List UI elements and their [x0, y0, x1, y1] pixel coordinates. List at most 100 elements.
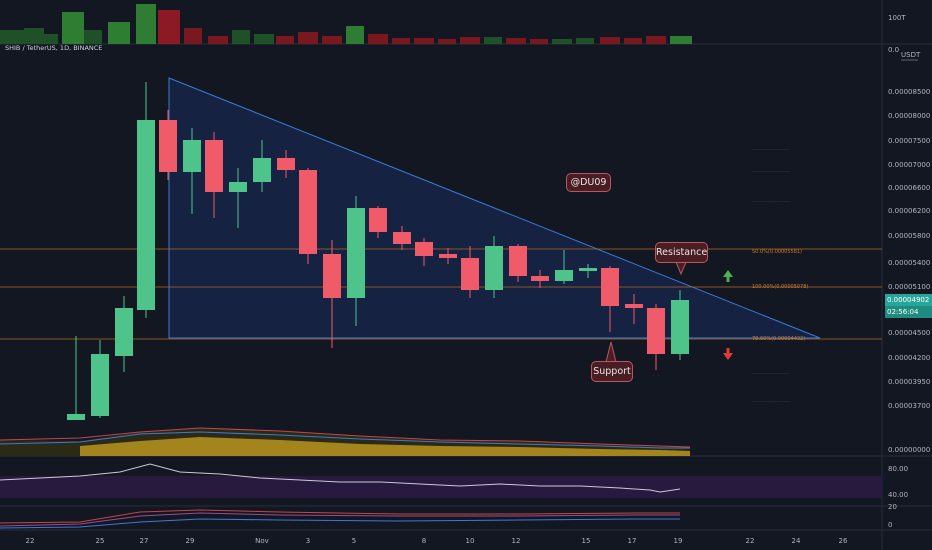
time-axis[interactable]: 22 25 27 29 Nov 3 5 8 10 12 15 17 19 22 24 26	[26, 537, 848, 545]
candle	[579, 268, 597, 271]
descending-triangle[interactable]	[168, 77, 821, 339]
time-tick: 5	[352, 537, 356, 545]
arrow-up-icon	[723, 270, 733, 282]
price-axis[interactable]: 0.00008500 0.00008000 0.00007500 0.00007000…	[888, 88, 930, 454]
price-axis-currency: USDT	[901, 51, 921, 59]
price-tick: 0.00005800	[888, 232, 930, 240]
time-tick: 15	[582, 537, 591, 545]
candle	[299, 170, 317, 254]
volume-bar	[484, 37, 502, 44]
volume-bar	[506, 38, 526, 44]
volume-bar	[322, 36, 342, 44]
time-tick: 19	[674, 537, 683, 545]
volume-bar	[108, 22, 130, 44]
candle	[531, 276, 549, 281]
volume-bar	[136, 4, 156, 44]
candle	[671, 300, 689, 354]
price-tick: 0.00003700	[888, 402, 930, 410]
watermark-callout[interactable]: @DU09	[566, 173, 611, 192]
time-tick: Nov	[255, 537, 269, 545]
time-tick: 8	[422, 537, 426, 545]
candle	[415, 242, 433, 256]
support-pointer	[605, 341, 617, 363]
volume-bar	[600, 37, 620, 44]
resistance-pointer	[675, 261, 687, 276]
time-tick: 22	[746, 537, 755, 545]
volume-scale-bottom: 0.0	[888, 46, 899, 54]
svg-text:........................: ........................	[752, 370, 791, 376]
volume-bar	[624, 38, 642, 44]
candle	[91, 354, 109, 416]
candle	[625, 304, 643, 308]
price-tick: 0.00005100	[888, 283, 930, 291]
fib-label-middle: 100.00%(0.00005078)	[752, 284, 808, 290]
svg-text:........................: ........................	[752, 146, 791, 152]
candle	[509, 246, 527, 276]
volume-bar	[346, 26, 364, 44]
time-tick: 24	[792, 537, 801, 545]
candle	[159, 120, 177, 172]
price-tick: 0.00004500	[888, 329, 930, 337]
time-tick: 27	[140, 537, 149, 545]
candle	[183, 140, 201, 172]
oscillator-lines	[0, 509, 680, 529]
volume-bar	[438, 39, 456, 44]
candle	[67, 414, 85, 420]
osc-tick: 20	[888, 503, 897, 511]
candle	[229, 182, 247, 192]
time-tick: 10	[466, 537, 475, 545]
volume-bar	[44, 34, 58, 44]
candle	[115, 308, 133, 356]
candle	[439, 254, 457, 258]
volume-bar	[530, 39, 548, 44]
volume-bar	[232, 30, 250, 44]
candlesticks	[67, 82, 689, 420]
volume-bar	[254, 34, 274, 44]
price-tick: 0.00008500	[888, 88, 930, 96]
candle	[253, 158, 271, 182]
osc-axis: 20 0	[888, 503, 897, 529]
price-tick: 0.00004200	[888, 354, 930, 362]
volume-bar	[24, 28, 44, 44]
volume-bar	[0, 30, 24, 44]
volume-bar	[208, 36, 228, 44]
rsi-axis: 80.00 40.00	[888, 465, 908, 499]
time-tick: 17	[628, 537, 637, 545]
time-tick: 3	[306, 537, 310, 545]
ma-band	[0, 427, 691, 456]
symbol-title[interactable]: SHIB / TetherUS, 1D, BINANCE	[5, 44, 103, 52]
volume-bar	[158, 10, 180, 44]
rsi-tick: 40.00	[888, 491, 908, 499]
resistance-callout[interactable]: Resistance	[655, 242, 708, 263]
volume-bar	[368, 34, 388, 44]
svg-text:........................: ........................	[752, 198, 791, 204]
time-tick: 26	[839, 537, 848, 545]
price-tick: 0.00008000	[888, 112, 930, 120]
volume-bar	[414, 38, 434, 44]
rsi-band	[0, 476, 882, 498]
volume-bar	[184, 28, 202, 44]
candle	[205, 140, 223, 192]
time-tick: 22	[26, 537, 35, 545]
candle	[347, 208, 365, 298]
price-tick: 0.00007500	[888, 137, 930, 145]
price-tick: 0.00003950	[888, 378, 930, 386]
time-tick: 29	[186, 537, 195, 545]
candle	[137, 120, 155, 310]
support-callout[interactable]: Support	[591, 361, 633, 382]
candle	[461, 258, 479, 290]
volume-bar	[552, 39, 572, 44]
price-tick: 0.00007000	[888, 161, 930, 169]
price-tick: 0.00006600	[888, 184, 930, 192]
price-tick: 0.00005400	[888, 259, 930, 267]
volume-bar	[646, 36, 666, 44]
candle	[555, 270, 573, 281]
candle	[323, 254, 341, 298]
osc-tick: 0	[888, 521, 892, 529]
fib-faint-labels: ........................ ...............…	[752, 146, 791, 404]
volume-bars	[0, 4, 692, 44]
volume-bar	[62, 12, 84, 44]
volume-bar	[670, 36, 692, 44]
volume-bar	[460, 37, 480, 44]
